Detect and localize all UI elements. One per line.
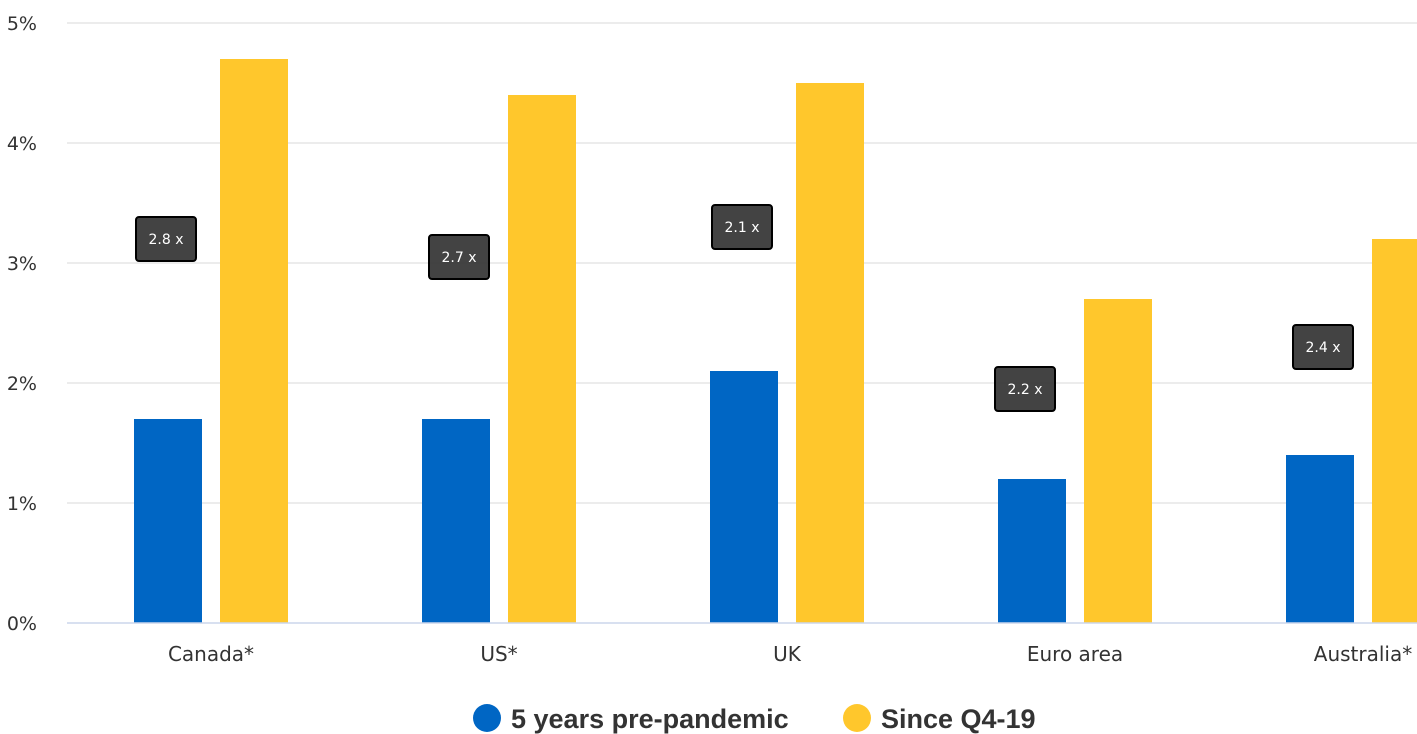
bar-pre-pandemic <box>710 371 778 623</box>
bar-pre-pandemic <box>422 419 490 623</box>
ratio-annotation: 2.8 x <box>135 216 197 262</box>
bar-pre-pandemic <box>134 419 202 623</box>
x-tick-label: Australia* <box>1314 642 1412 666</box>
legend-label: Since Q4-19 <box>881 704 1036 734</box>
grid-lines <box>67 22 1417 504</box>
x-tick-label: Canada* <box>168 642 254 666</box>
legend-label: 5 years pre-pandemic <box>511 704 789 734</box>
ratio-annotation: 2.1 x <box>711 204 773 250</box>
bar-since-q4-19 <box>508 95 576 623</box>
bar-since-q4-19 <box>220 59 288 623</box>
annotation-label: 2.7 x <box>442 250 477 266</box>
ratio-annotation: 2.7 x <box>428 234 490 280</box>
legend: 5 years pre-pandemic Since Q4-19 <box>473 704 1036 734</box>
annotation-box <box>1292 324 1354 370</box>
bar-since-q4-19 <box>796 83 864 623</box>
legend-item: Since Q4-19 <box>843 704 1036 734</box>
y-tick-label: 3% <box>7 253 37 275</box>
bars <box>134 59 1417 623</box>
annotation-label: 2.8 x <box>149 232 184 248</box>
annotation-box <box>994 366 1056 412</box>
ratio-annotation: 2.2 x <box>994 366 1056 412</box>
annotation-box <box>135 216 197 262</box>
bar-pre-pandemic <box>998 479 1066 623</box>
ratio-annotations: 2.8 x 2.7 x 2.1 x 2.2 x 2.4 x <box>135 204 1354 412</box>
y-tick-label: 1% <box>7 493 37 515</box>
legend-marker-since-q4-19 <box>843 704 871 732</box>
y-tick-label: 4% <box>7 133 37 155</box>
y-tick-label: 5% <box>7 13 37 35</box>
legend-marker-pre-pandemic <box>473 704 501 732</box>
annotation-label: 2.1 x <box>725 220 760 236</box>
legend-item: 5 years pre-pandemic <box>473 704 789 734</box>
annotation-label: 2.4 x <box>1306 340 1341 356</box>
y-tick-label: 0% <box>7 613 37 635</box>
y-tick-label: 2% <box>7 373 37 395</box>
x-tick-label: UK <box>773 642 802 666</box>
annotation-box <box>428 234 490 280</box>
y-axis-ticks: 0% 1% 2% 3% 4% 5% <box>7 13 37 635</box>
x-tick-label: Euro area <box>1027 642 1123 666</box>
x-tick-label: US* <box>480 642 517 666</box>
ratio-annotation: 2.4 x <box>1292 324 1354 370</box>
bar-pre-pandemic <box>1286 455 1354 623</box>
annotation-label: 2.2 x <box>1008 382 1043 398</box>
annotation-box <box>711 204 773 250</box>
x-axis-labels: Canada* US* UK Euro area Australia* <box>168 642 1412 666</box>
bar-since-q4-19 <box>1372 239 1417 623</box>
bar-since-q4-19 <box>1084 299 1152 623</box>
